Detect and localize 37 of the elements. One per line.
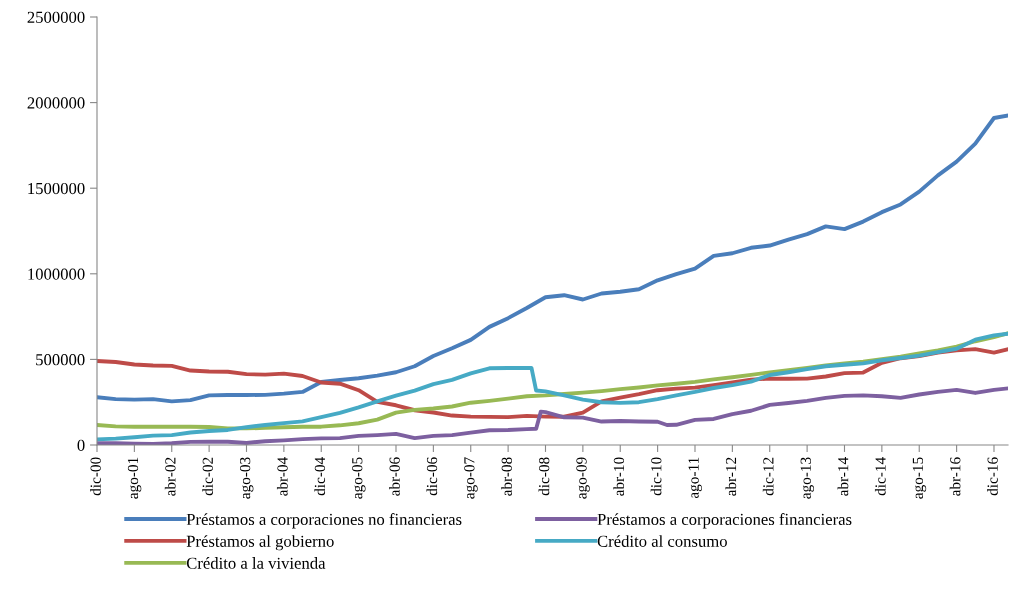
y-tick-label: 1500000 [28, 182, 85, 195]
x-tick-label: dic-10 [650, 457, 662, 496]
x-tick-label: ago-01 [127, 457, 142, 499]
legend-label: Crédito al consumo [597, 535, 727, 547]
x-tick-label: ago-03 [239, 457, 254, 499]
x-tick-label: abr-14 [837, 457, 849, 496]
y-tick-label: 2500000 [27, 11, 85, 23]
x-tick-label: abr-10 [613, 457, 625, 496]
x-tick-label: ago-13 [800, 457, 815, 499]
x-tick-label: ago-07 [464, 457, 478, 499]
x-tick-label: dic-14 [874, 457, 886, 496]
x-tick-label: ago-09 [576, 457, 590, 499]
x-tick-label: dic-00 [90, 457, 101, 496]
legend-label: Crédito a la vivienda [186, 557, 326, 569]
x-tick-label: dic-02 [202, 457, 213, 496]
x-tick-label: dic-12 [762, 457, 774, 496]
x-tick-label: ago-11 [688, 457, 702, 499]
legend-label: Préstamos a corporaciones financieras [597, 513, 852, 529]
y-tick-label: 1000000 [28, 268, 85, 280]
y-tick-label: 2000000 [27, 97, 85, 109]
x-tick-label: dic-06 [426, 457, 438, 496]
x-tick-label: abr-04 [276, 457, 288, 496]
legend-label: Préstamos a corporaciones no financieras [186, 513, 462, 529]
x-tick-label: abr-02 [164, 457, 176, 496]
x-tick-label: dic-04 [314, 457, 326, 496]
x-tick-label: abr-06 [389, 457, 400, 496]
x-tick-label: dic-16 [987, 457, 998, 496]
x-tick-label: abr-16 [949, 457, 961, 496]
x-tick-label: ago-15 [912, 457, 927, 499]
x-tick-label: abr-08 [501, 457, 512, 496]
line-series [97, 113, 1008, 404]
y-tick-label: 500000 [36, 354, 85, 366]
x-tick-label: abr-12 [725, 457, 737, 496]
x-tick-label: dic-08 [538, 457, 550, 496]
y-tick-label: 0 [77, 439, 85, 451]
legend-label: Préstamos al gobierno [186, 535, 334, 551]
x-tick-label: ago-05 [352, 457, 366, 499]
